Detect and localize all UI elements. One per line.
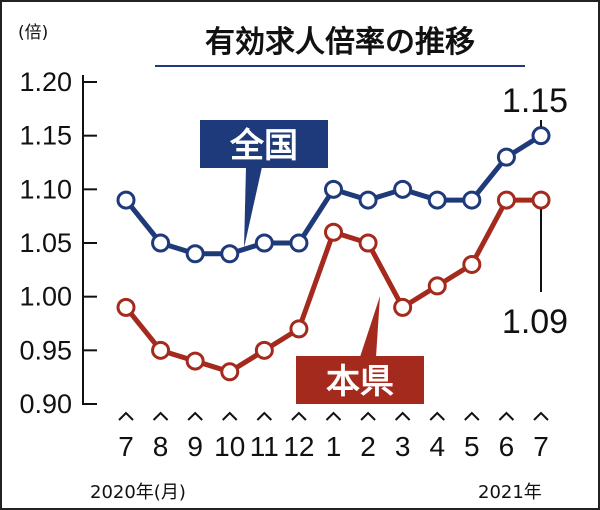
x-tick-label: 3: [395, 431, 411, 462]
x-tick-label: 11: [250, 431, 279, 462]
x-tick-mark: [291, 411, 307, 421]
data-point: [393, 297, 413, 317]
data-point: [185, 244, 205, 264]
data-point: [531, 190, 551, 210]
y-tick-label: 1.05: [19, 228, 72, 258]
x-tick-mark: [498, 411, 515, 421]
data-point: [531, 126, 551, 146]
data-point: [393, 179, 413, 199]
x-tick-label: 5: [464, 431, 480, 462]
x-tick-label: 12: [283, 431, 314, 462]
x-tick-label: 9: [187, 431, 203, 462]
x-tick-mark: [533, 411, 549, 421]
data-point: [254, 340, 274, 360]
x-year-end-label: 2021年: [478, 482, 542, 503]
data-point: [116, 190, 136, 210]
series-group: [116, 126, 551, 382]
x-tick-mark: [464, 411, 480, 421]
x-tick-mark: [222, 411, 238, 421]
x-year-start-label: 2020年(月): [90, 482, 186, 503]
data-point: [151, 340, 171, 360]
data-point: [427, 190, 447, 210]
data-point: [462, 254, 482, 274]
x-tick-mark: [429, 411, 445, 421]
data-point: [427, 276, 447, 296]
y-unit-label: (倍): [18, 23, 48, 43]
data-point: [289, 319, 309, 339]
data-point: [220, 362, 240, 382]
series-label-prefecture: 本県: [326, 362, 394, 402]
chart-title: 有効求人倍率の推移: [205, 25, 475, 60]
x-tick-label: 7: [118, 431, 134, 462]
y-tick-group: 1.20 1.15 1.10 1.05 1.00 0.95 0.90: [19, 67, 97, 419]
series-label-box-prefecture: [296, 356, 424, 404]
x-tick-label: 2: [360, 431, 376, 462]
y-tick-label: 1.15: [19, 121, 72, 151]
x-tick-mark: [187, 411, 203, 421]
x-tick-mark: [394, 411, 411, 421]
data-point: [151, 233, 171, 253]
end-value-national: 1.15: [502, 82, 568, 120]
series-label-box-national: [200, 120, 328, 168]
data-point: [324, 179, 343, 199]
y-tick-label: 0.90: [19, 389, 72, 419]
x-tick-label: 4: [429, 431, 445, 462]
data-point: [289, 233, 309, 253]
data-point: [358, 233, 378, 253]
data-point: [254, 233, 274, 253]
data-point: [496, 190, 516, 210]
x-tick-mark: [118, 411, 134, 421]
x-tick-label: 1: [326, 431, 342, 462]
series-label-national: 全国: [229, 126, 298, 166]
y-tick-label: 0.95: [19, 335, 72, 365]
data-point: [496, 147, 516, 167]
series-label-pointer-national: [244, 167, 262, 248]
x-tick-label: 7: [533, 431, 549, 462]
x-tick-label: 8: [153, 431, 169, 462]
data-point: [462, 190, 482, 210]
x-tick-label: 10: [214, 431, 245, 462]
end-value-prefecture: 1.09: [502, 303, 568, 341]
x-tick-mark: [152, 411, 169, 421]
data-point: [116, 297, 136, 317]
series-label-pointer-prefecture: [360, 296, 380, 357]
x-tick-mark: [256, 411, 273, 421]
y-tick-label: 1.20: [19, 67, 72, 97]
x-tick-mark: [325, 411, 342, 421]
data-point: [185, 351, 205, 371]
data-point: [220, 244, 240, 264]
y-tick-label: 1.00: [19, 282, 72, 312]
data-point: [358, 190, 378, 210]
x-tick-label: 6: [499, 431, 515, 462]
x-tick-group: 7 8 9 10 11 12 1 2 3 4 5 6 7: [118, 411, 549, 462]
x-tick-mark: [360, 411, 376, 421]
data-point: [324, 222, 343, 242]
y-tick-label: 1.10: [19, 174, 72, 204]
